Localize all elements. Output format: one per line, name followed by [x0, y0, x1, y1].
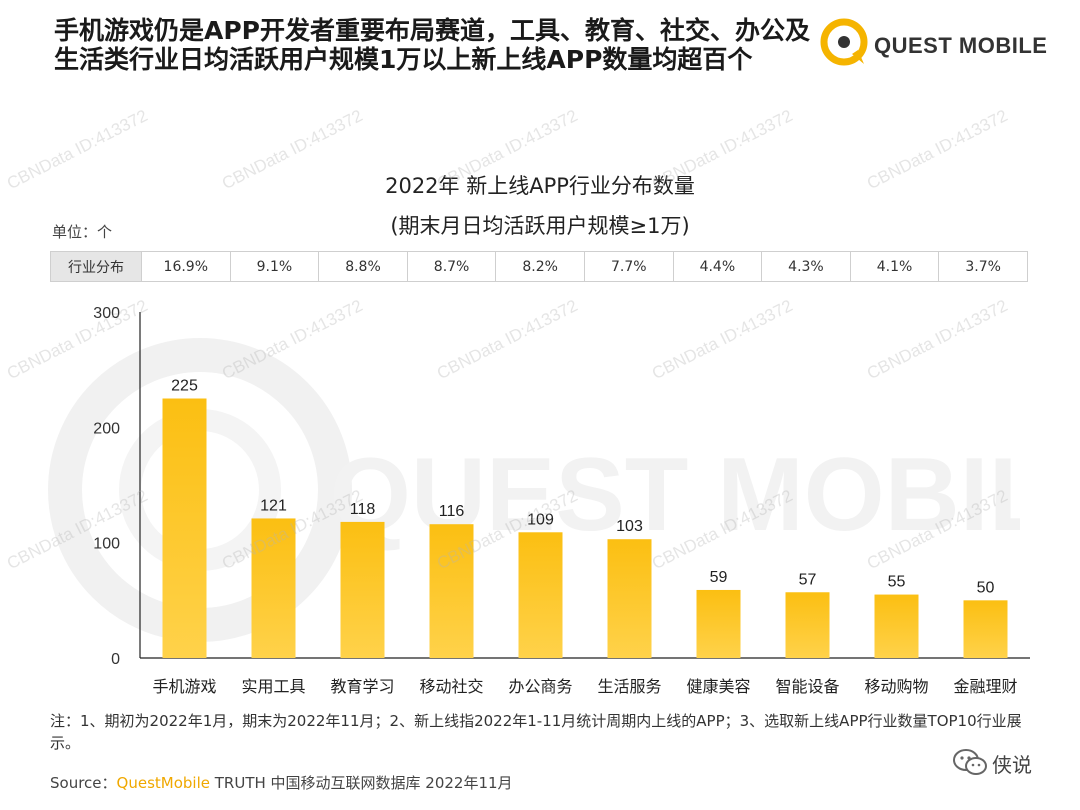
- chart-subtitle: (期末月日均活跃用户规模≥1万): [390, 214, 690, 238]
- bar: [785, 592, 830, 658]
- data-label: 59: [710, 569, 728, 586]
- distribution-cell: 16.9%: [142, 252, 231, 281]
- x-tick-label: 移动社交: [419, 677, 483, 696]
- y-tick-label: 200: [93, 420, 120, 437]
- bar: [340, 521, 385, 658]
- distribution-table: 行业分布 16.9% 9.1% 8.8% 8.7% 8.2% 7.7% 4.4%…: [50, 251, 1028, 282]
- distribution-cell: 4.1%: [851, 252, 940, 281]
- bar: [607, 539, 652, 658]
- bar: [251, 518, 296, 658]
- distribution-cell: 7.7%: [585, 252, 674, 281]
- unit-label: 单位：个: [52, 223, 113, 241]
- bar: [696, 589, 741, 658]
- watermark-text: CBNData ID:413372: [3, 105, 151, 194]
- source-prefix: Source：: [50, 774, 117, 792]
- bar: [518, 532, 563, 658]
- watermark-text: CBNData ID:413372: [863, 105, 1011, 194]
- footnote: 注：1、期初为2022年1月，期末为2022年11月；2、新上线指2022年1-…: [50, 712, 1022, 752]
- x-tick-label: 移动购物: [864, 677, 928, 696]
- wechat-account: 侠说: [952, 748, 1032, 778]
- distribution-cell: 3.7%: [965, 258, 1001, 275]
- data-label: 103: [616, 518, 643, 535]
- data-label: 55: [888, 574, 906, 591]
- distribution-cell: 4.3%: [762, 252, 851, 281]
- distribution-cell: 8.2%: [496, 252, 585, 281]
- x-tick-label: 智能设备: [775, 677, 839, 696]
- page-title: 手机游戏仍是APP开发者重要布局赛道，工具、教育、社交、办公及生活类行业日均活跃…: [54, 16, 810, 74]
- bar: [874, 594, 919, 658]
- data-label: 225: [171, 378, 198, 395]
- distribution-header: 行业分布: [51, 252, 142, 281]
- data-label: 116: [439, 503, 465, 520]
- x-tick-label: 教育学习: [330, 677, 394, 696]
- source-brand: QuestMobile: [116, 774, 210, 792]
- brand-name: QUEST MOBILE: [874, 33, 1048, 58]
- distribution-cell: 4.4%: [674, 252, 763, 281]
- bar: [162, 398, 207, 658]
- data-label: 118: [350, 501, 376, 518]
- x-tick-label: 实用工具: [241, 677, 305, 696]
- data-label: 50: [977, 579, 995, 596]
- y-tick-label: 300: [93, 305, 120, 322]
- y-tick-label: 100: [93, 536, 120, 553]
- distribution-cell: 9.1%: [231, 252, 320, 281]
- distribution-cell: 8.7%: [408, 252, 497, 281]
- x-tick-label: 健康美容: [686, 677, 750, 696]
- source-line: Source：QuestMobile TRUTH 中国移动互联网数据库 2022…: [50, 772, 513, 793]
- chart-title: 2022年 新上线APP行业分布数量: [385, 174, 695, 198]
- distribution-cell: 8.8%: [319, 252, 408, 281]
- data-label: 57: [799, 571, 817, 588]
- wechat-icon: [953, 749, 987, 775]
- x-tick-label: 手机游戏: [152, 677, 216, 696]
- bar-chart: 0 100 200 300 225 手机游戏 121 实用工具 118 教育学习 116 移动社交 10…: [93, 305, 1030, 696]
- quest-mobile-logo-icon: [820, 18, 868, 66]
- source-database: TRUTH 中国移动互联网数据库 2022年11月: [209, 774, 513, 792]
- bar: [963, 600, 1008, 658]
- y-tick-label: 0: [111, 651, 120, 668]
- x-tick-label: 金融理财: [953, 677, 1017, 696]
- data-label: 109: [527, 511, 554, 528]
- wechat-account-name: 侠说: [992, 752, 1032, 777]
- bar: [429, 524, 474, 658]
- data-label: 121: [260, 497, 287, 514]
- x-tick-label: 生活服务: [597, 677, 661, 696]
- x-tick-label: 办公商务: [508, 677, 572, 696]
